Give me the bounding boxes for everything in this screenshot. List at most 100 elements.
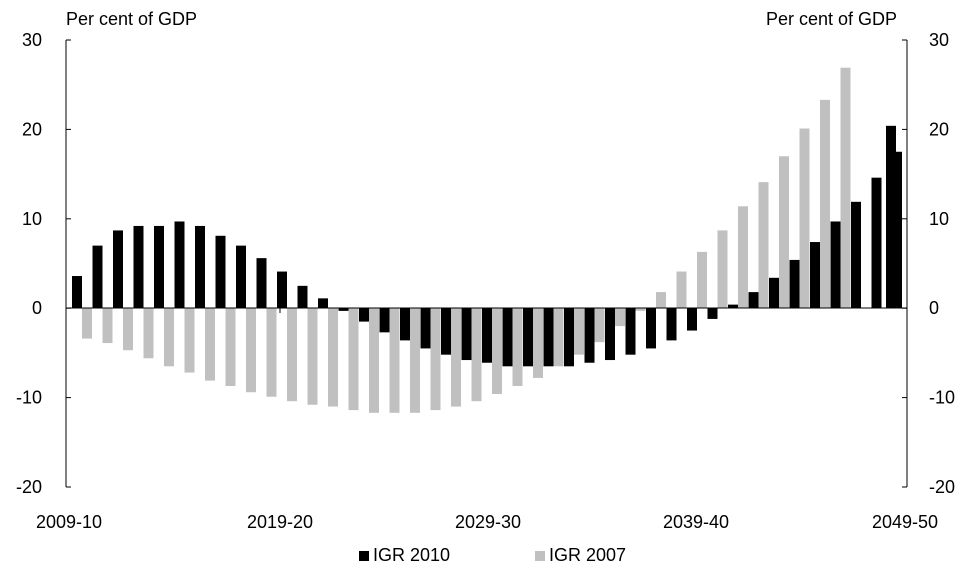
bar-igr-2010 — [728, 304, 738, 309]
bar-igr-2007 — [82, 308, 92, 339]
bar-igr-2010 — [154, 225, 164, 309]
bar-igr-2010 — [523, 308, 533, 367]
x-tick-label: 2049-50 — [872, 512, 938, 532]
y-tick-label-right: -20 — [929, 477, 955, 497]
bar-igr-2010 — [482, 308, 492, 363]
y-tick-label-right: 0 — [929, 298, 939, 318]
bar-igr-2010 — [871, 177, 882, 309]
x-ticks: 2009-10 2019-20 2029-30 2039-40 2049-50 — [36, 308, 938, 532]
bar-igr-2010 — [195, 225, 205, 309]
bar-igr-2010 — [72, 276, 82, 309]
right-y-ticks: 30 20 10 0 -10 -20 — [902, 30, 955, 497]
legend-label-igr-2007: IGR 2007 — [549, 545, 626, 565]
bar-igr-2010 — [830, 221, 841, 309]
y-tick-label-left: -10 — [16, 388, 42, 408]
bar-igr-2010 — [359, 308, 369, 322]
bar-igr-2007 — [123, 308, 133, 351]
bar-igr-2007 — [389, 308, 400, 413]
y-tick-label-right: 10 — [929, 209, 949, 229]
bar-igr-2007 — [164, 308, 174, 367]
y-tick-label-right: 30 — [929, 30, 949, 50]
bar-igr-2007 — [492, 308, 502, 395]
legend-label-igr-2010: IGR 2010 — [373, 545, 450, 565]
bar-igr-2007 — [738, 206, 748, 309]
x-tick-label: 2029-30 — [455, 512, 521, 532]
bar-igr-2007 — [779, 156, 789, 309]
bar-igr-2010 — [543, 308, 554, 367]
bar-igr-2007 — [594, 308, 605, 343]
bar-igr-2010 — [318, 298, 328, 309]
bar-igr-2007 — [430, 308, 441, 411]
bar-igr-2010 — [338, 308, 349, 311]
bar-igr-2010 — [769, 277, 779, 309]
bar-igr-2007 — [471, 308, 482, 402]
bar-igr-2007 — [553, 308, 564, 367]
y-tick-label-right: 20 — [929, 119, 949, 139]
bar-igr-2007 — [820, 99, 830, 309]
bar-igr-2010 — [707, 308, 718, 319]
left-axis-unit-label: Per cent of GDP — [66, 9, 197, 29]
bar-igr-2010 — [584, 308, 595, 363]
left-y-ticks: 30 20 10 0 -10 -20 — [16, 30, 71, 497]
bar-igr-2007 — [615, 308, 625, 327]
bar-igr-2010 — [748, 292, 759, 309]
bar-igr-2007 — [676, 271, 687, 309]
bar-igr-2007 — [266, 308, 277, 397]
bar-igr-2007 — [307, 308, 318, 405]
x-tick-label: 2039-40 — [663, 512, 729, 532]
bar-igr-2007 — [533, 308, 543, 378]
bar-igr-2007 — [799, 128, 810, 309]
bar-igr-2010 — [441, 308, 451, 355]
bar-igr-2010 — [113, 230, 123, 309]
y-tick-label-left: 30 — [22, 30, 42, 50]
bar-igr-2007 — [656, 292, 666, 309]
legend-swatch-igr-2010 — [359, 551, 369, 561]
bar-igr-2007 — [512, 308, 523, 386]
y-tick-label-left: -20 — [16, 477, 42, 497]
y-tick-label-left: 10 — [22, 209, 42, 229]
bar-igr-2007 — [758, 182, 769, 309]
bar-igr-2007 — [574, 308, 584, 355]
bar-igr-2010 — [379, 308, 390, 333]
bar-igr-2007 — [840, 67, 851, 309]
bar-igr-2010 — [810, 242, 820, 309]
y-tick-label-right: -10 — [929, 388, 955, 408]
bar-igr-2010 — [687, 308, 697, 331]
y-tick-label-left: 0 — [32, 298, 42, 318]
bar-igr-2010 — [502, 308, 513, 367]
bar-igr-2007 — [369, 308, 379, 413]
bar-igr-2007 — [205, 308, 215, 381]
bar-igr-2010 — [277, 271, 287, 309]
bar-igr-2007 — [102, 308, 113, 344]
bar-igr-2007 — [451, 308, 461, 407]
bar-igr-2010 — [174, 221, 185, 309]
bar-igr-2010 — [886, 125, 896, 309]
bar-igr-2007 — [410, 308, 420, 413]
x-tick-label: 2009-10 — [36, 512, 102, 532]
bars-group — [72, 67, 902, 413]
bar-igr-2010 — [92, 245, 103, 309]
x-tick-label: 2019-20 — [247, 512, 313, 532]
bar-igr-2007 — [246, 308, 256, 393]
bar-igr-2010 — [646, 308, 656, 349]
bar-igr-2010 — [400, 308, 410, 341]
bar-igr-2007 — [697, 251, 707, 309]
bar-igr-2010 — [789, 259, 800, 309]
bar-igr-2010 — [851, 201, 861, 309]
bar-igr-2007 — [225, 308, 236, 386]
bar-igr-2007 — [328, 308, 338, 407]
legend-swatch-igr-2007 — [535, 551, 545, 561]
bar-igr-2010 — [256, 258, 267, 309]
bar-igr-2007 — [348, 308, 359, 411]
bar-igr-2010 — [133, 225, 144, 309]
bar-igr-2010 — [605, 308, 615, 361]
bar-igr-2010 — [236, 245, 246, 309]
y-tick-label-left: 20 — [22, 119, 42, 139]
bar-igr-2010 — [564, 308, 574, 367]
bar-igr-2010 — [625, 308, 636, 355]
bar-igr-2010 — [892, 151, 902, 309]
bar-igr-2007 — [143, 308, 154, 359]
bar-igr-2010 — [666, 308, 677, 341]
right-axis-unit-label: Per cent of GDP — [766, 9, 897, 29]
